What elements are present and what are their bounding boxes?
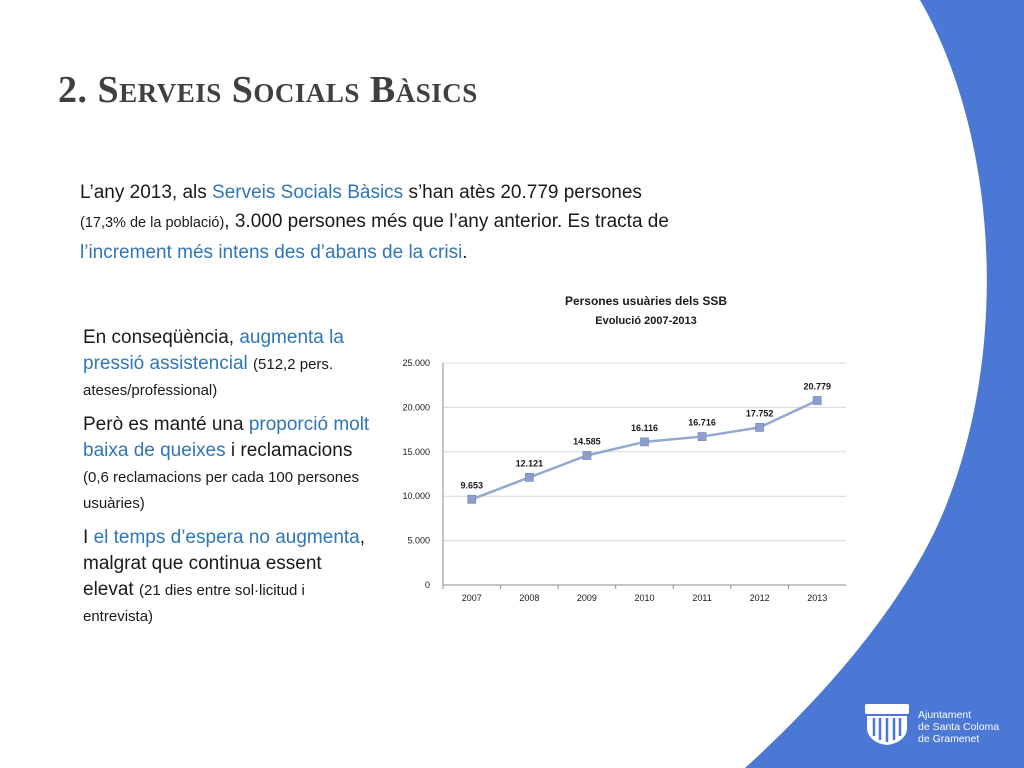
data-label: 16.116	[631, 423, 658, 433]
data-label: 9.653	[461, 480, 484, 490]
bullet-text: Però es manté una	[83, 414, 249, 435]
x-tick-label: 2011	[692, 593, 711, 603]
bullet-note: (0,6 reclamacions per cada 100 persones …	[83, 469, 359, 512]
data-point	[524, 472, 534, 482]
intro-highlight-ssb: Serveis Socials Bàsics	[212, 182, 404, 203]
bullet-text: i reclamacions	[225, 440, 353, 461]
chart-title: Persones usuàries dels SSB	[565, 294, 727, 308]
data-point	[697, 432, 707, 441]
line-chart: Persones usuàries dels SSB Evolució 2007…	[402, 294, 846, 603]
y-tick-label: 20.000	[402, 402, 430, 412]
logo-line: Ajuntament	[918, 709, 972, 721]
intro-population-note: (17,3% de la població)	[80, 215, 225, 231]
city-crest-logo	[865, 704, 909, 745]
intro-text-4: .	[462, 242, 468, 263]
crest-icon	[865, 704, 909, 745]
bullet-text: , malgrat que continua essent elevat	[83, 527, 366, 600]
bullet-note: (512,2 pers. ateses/professional)	[83, 356, 334, 399]
data-label: 16.716	[688, 418, 716, 428]
x-tick-label: 2013	[807, 593, 827, 603]
intro-text-3: , 3.000 persones més que l’any anterior.…	[224, 211, 669, 232]
bullet-note: (21 dies entre sol·licitud i entrevista)	[83, 582, 305, 625]
x-tick-label: 2008	[519, 593, 539, 603]
data-label: 17.752	[746, 408, 774, 418]
x-tick-label: 2009	[577, 593, 597, 603]
data-label: 12.121	[516, 458, 544, 468]
data-label: 14.585	[573, 436, 601, 446]
bullet-complaints: Però es manté una proporció molt baixa d…	[83, 412, 373, 516]
bullet-text: En conseqüència,	[83, 327, 240, 348]
data-point	[582, 451, 592, 460]
slide-title: 2. Serveis Socials Bàsics	[58, 69, 478, 111]
y-tick-label: 0	[425, 580, 430, 590]
data-labels: 9.653 12.121 14.585 16.116 16.716 17.752 20.77…	[461, 381, 831, 490]
y-tick-label: 10.000	[402, 491, 430, 501]
intro-text-2: s’han atès 20.779 persones	[403, 182, 642, 203]
bullet-pressure: En conseqüència, augmenta la pressió ass…	[83, 325, 373, 403]
logo-line: de Gramenet	[918, 733, 980, 745]
logo-line: de Santa Coloma	[918, 721, 1000, 733]
x-tick-label: 2012	[750, 593, 770, 603]
intro-highlight-increment: l’increment més intens des d’abans de la…	[80, 242, 463, 263]
data-point	[640, 437, 649, 447]
data-point	[812, 396, 822, 405]
y-tick-label: 25.000	[402, 358, 430, 368]
city-council-name: Ajuntament de Santa Coloma de Gramenet	[918, 709, 1018, 745]
bullet-highlight: proporció molt baixa de queixes	[83, 414, 370, 461]
y-tick-label: 15.000	[402, 447, 430, 457]
intro-paragraph: L’any 2013, als Serveis Socials Bàsics s…	[80, 178, 680, 267]
data-point	[467, 494, 477, 504]
bullet-list: En conseqüència, augmenta la pressió ass…	[83, 325, 373, 638]
intro-text-1: L’any 2013, als	[80, 182, 213, 203]
data-point	[755, 422, 765, 432]
gridlines	[443, 362, 846, 542]
axes: 0 5.000 10.000 15.000 20.000 25.000 2007 2008 20…	[402, 358, 846, 603]
bullet-highlight: augmenta la pressió assistencial	[83, 327, 344, 374]
series-line	[467, 396, 822, 504]
bullet-text: I	[83, 527, 94, 548]
data-label: 20.779	[803, 381, 831, 391]
x-tick-label: 2010	[634, 593, 654, 603]
x-tick-label: 2007	[462, 593, 482, 603]
chart-subtitle: Evolució 2007-2013	[595, 315, 697, 327]
y-tick-label: 5.000	[407, 536, 430, 546]
bullet-highlight: el temps d’espera no augmenta	[93, 527, 360, 548]
bullet-waiting-time: I el temps d’espera no augmenta, malgrat…	[83, 525, 373, 629]
